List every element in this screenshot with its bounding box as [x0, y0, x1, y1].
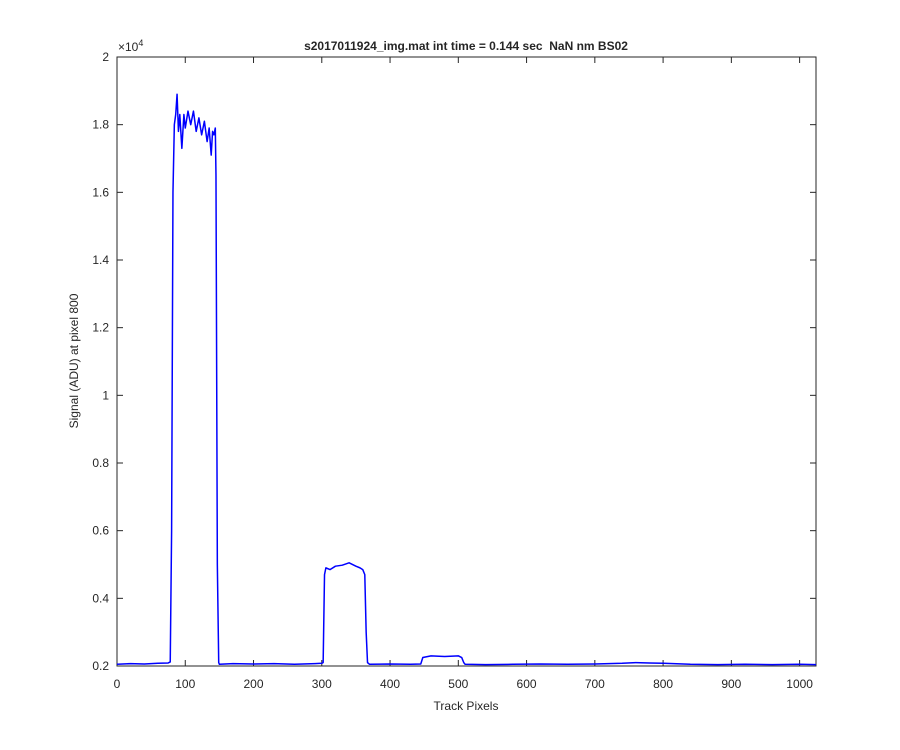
y-axis-label: Signal (ADU) at pixel 800: [67, 293, 81, 428]
y-tick-label: 2: [102, 50, 109, 64]
y-tick-label: 0.2: [92, 659, 109, 673]
x-tick-label: 700: [585, 677, 605, 691]
x-tick-label: 600: [517, 677, 537, 691]
y-tick-label: 1: [102, 388, 109, 402]
y-multiplier-base: ×10: [118, 40, 139, 54]
x-tick-label: 400: [380, 677, 400, 691]
y-tick-label: 1.6: [92, 185, 109, 199]
x-tick-label: 1000: [786, 677, 813, 691]
x-tick-label: 500: [448, 677, 468, 691]
y-tick-label: 1.4: [92, 253, 109, 267]
y-multiplier-exponent: 4: [138, 38, 143, 48]
x-tick-label: 300: [312, 677, 332, 691]
x-tick-label: 100: [175, 677, 195, 691]
y-tick-label: 1.8: [92, 118, 109, 132]
y-tick-label: 0.4: [92, 591, 109, 605]
plot-frame: [116, 56, 817, 667]
x-tick-label: 800: [653, 677, 673, 691]
y-tick-label: 0.8: [92, 456, 109, 470]
y-multiplier: ×104: [118, 38, 143, 54]
chart-title: s2017011924_img.mat int time = 0.144 sec…: [304, 39, 628, 53]
y-tick-label: 1.2: [92, 321, 109, 335]
x-tick-label: 0: [114, 677, 121, 691]
x-tick-label: 200: [244, 677, 264, 691]
x-axis-label: Track Pixels: [434, 699, 499, 713]
data-line: [116, 93, 817, 666]
x-tick-label: 900: [721, 677, 741, 691]
y-tick-label: 0.6: [92, 524, 109, 538]
